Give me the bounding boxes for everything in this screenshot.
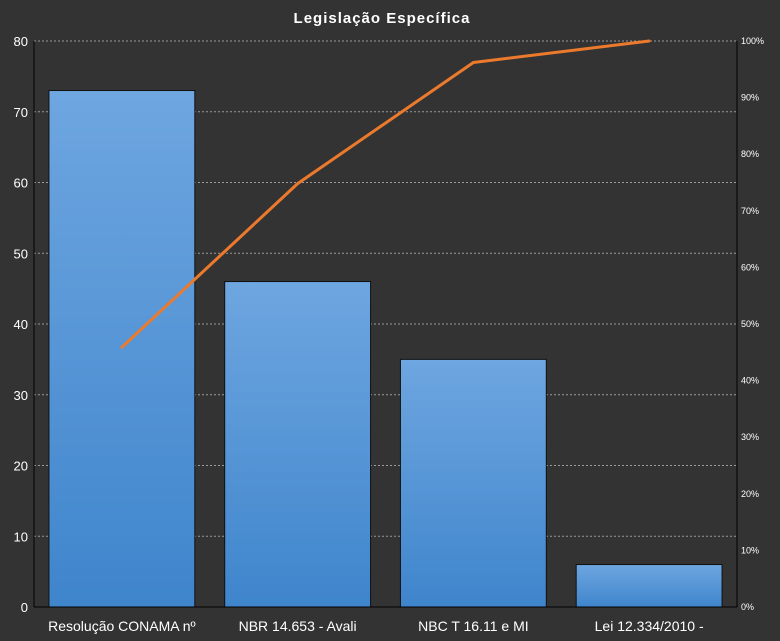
y-tick-label: 0: [21, 600, 28, 615]
y2-tick-label: 80%: [741, 149, 759, 159]
bar: [399, 358, 547, 608]
y2-tick-label: 100%: [741, 36, 764, 46]
y2-tick-label: 30%: [741, 432, 759, 442]
y2-tick-label: 60%: [741, 262, 759, 272]
bar: [575, 564, 723, 608]
y-tick-label: 80: [14, 34, 28, 49]
y-tick-label: 10: [14, 529, 28, 544]
y-tick-label: 40: [14, 317, 28, 332]
x-tick-label: NBC T 16.11 e MI: [418, 618, 529, 634]
y-axis-right: 0% 10% 20% 30% 40% 50% 60% 70% 80% 90% 100%: [736, 36, 764, 612]
chart-title: Legislação Específica: [294, 10, 471, 27]
y2-tick-label: 10%: [741, 545, 759, 555]
y-tick-label: 60: [14, 176, 28, 191]
y2-tick-label: 50%: [741, 319, 759, 329]
y-tick-label: 70: [14, 105, 28, 120]
y2-tick-label: 0%: [741, 602, 754, 612]
y-tick-label: 30: [14, 388, 28, 403]
y-axis-left: 0 10 20 30 40 50 60 70 80: [14, 34, 35, 615]
cumulative-line: [120, 39, 651, 349]
y2-tick-label: 40%: [741, 376, 759, 386]
y-tick-label: 20: [14, 459, 28, 474]
y2-tick-label: 70%: [741, 206, 759, 216]
x-axis: Resolução CONAMA nº NBR 14.653 - Avali NBC…: [34, 606, 737, 634]
x-tick-label: Lei 12.334/2010 -: [595, 618, 704, 634]
x-tick-label: NBR 14.653 - Avali: [239, 618, 357, 634]
bar: [48, 90, 196, 608]
cumulative-line-series: [120, 39, 651, 349]
bar: [224, 281, 372, 608]
x-tick-label: Resolução CONAMA nº: [48, 618, 196, 634]
y2-tick-label: 20%: [741, 489, 759, 499]
y2-tick-label: 90%: [741, 93, 759, 103]
y-tick-label: 50: [14, 246, 28, 261]
